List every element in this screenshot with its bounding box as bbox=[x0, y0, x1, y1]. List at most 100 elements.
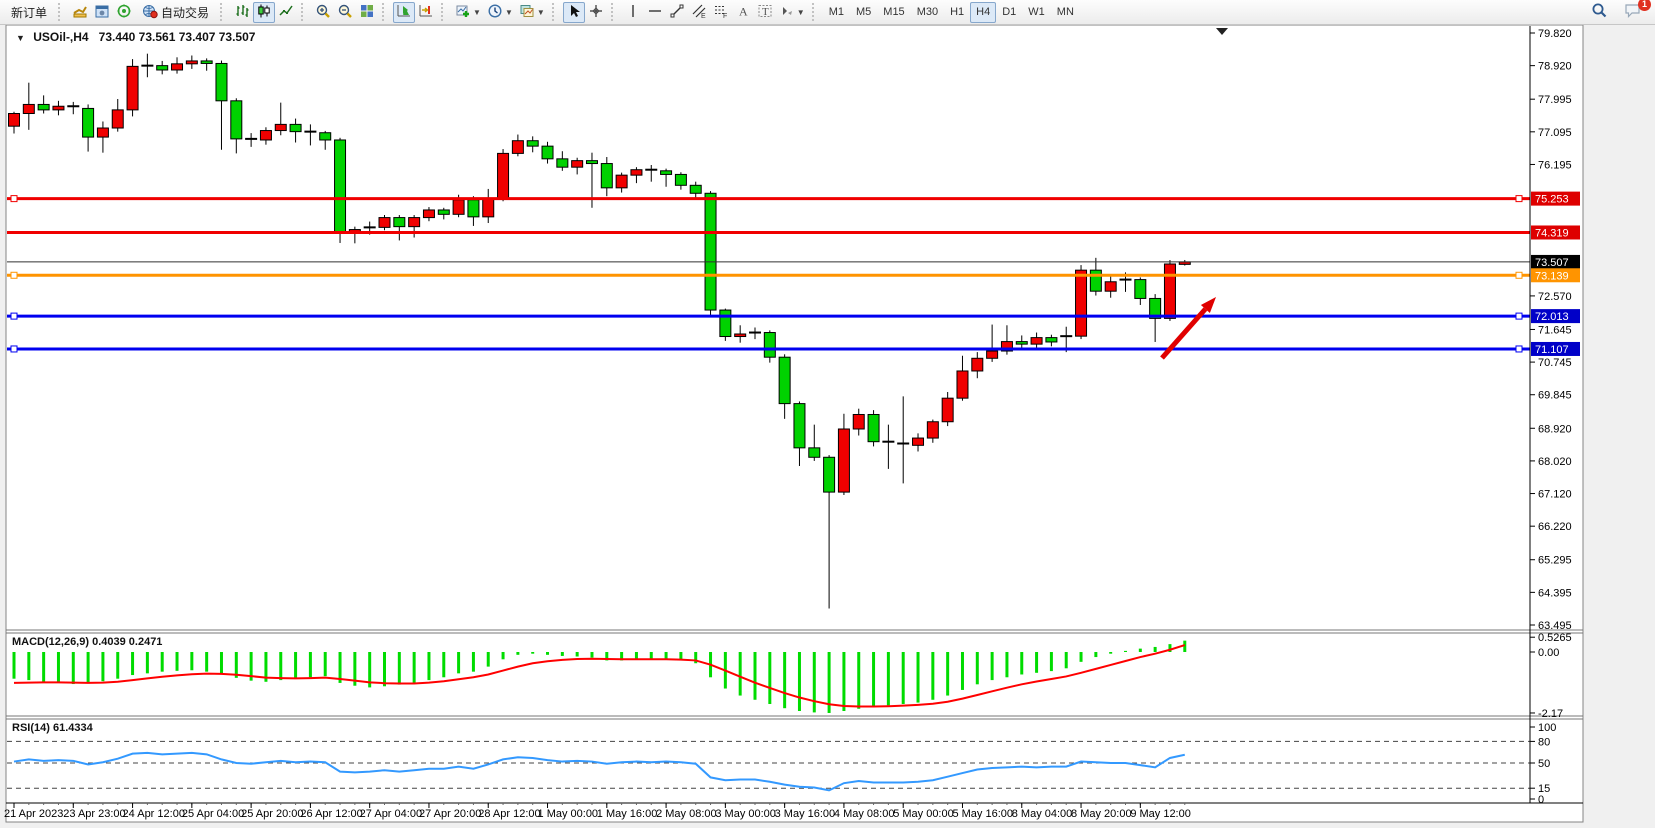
chart-shift-marker[interactable] bbox=[1216, 28, 1228, 35]
candle-body bbox=[52, 105, 65, 111]
text-button[interactable]: A bbox=[732, 2, 754, 23]
market-watch-icon bbox=[72, 3, 88, 22]
auto-scroll-button[interactable] bbox=[393, 1, 416, 23]
line-handle[interactable] bbox=[1515, 195, 1523, 203]
candle-body bbox=[1000, 341, 1013, 352]
line-handle[interactable] bbox=[1515, 345, 1523, 353]
notification-count-badge: 1 bbox=[1638, 0, 1651, 11]
line-handle[interactable] bbox=[1515, 271, 1523, 279]
tab-m5[interactable]: M5 bbox=[856, 6, 872, 18]
search-icon bbox=[1591, 2, 1608, 22]
line-handle[interactable] bbox=[1515, 312, 1523, 320]
time-axis-label: 8 May 04:00 bbox=[1012, 808, 1073, 820]
candle-body bbox=[615, 174, 628, 189]
arrows-button[interactable]: ▼ bbox=[776, 2, 808, 23]
text-label-button[interactable]: T bbox=[754, 2, 776, 23]
time-axis-label: 2 May 08:00 bbox=[656, 808, 717, 820]
candle-body bbox=[956, 370, 969, 399]
candle-body bbox=[274, 123, 287, 132]
candle-body bbox=[778, 356, 791, 405]
zoom-in-button[interactable] bbox=[312, 2, 334, 23]
horizontal-line-button[interactable] bbox=[644, 2, 666, 23]
time-axis-label: 28 Apr 12:00 bbox=[478, 808, 540, 820]
candle-body bbox=[556, 158, 569, 168]
toolbar-gripper bbox=[301, 3, 308, 21]
tab-h4[interactable]: H4 bbox=[970, 1, 997, 23]
indicators-button[interactable]: ▼ bbox=[452, 2, 484, 23]
bar-chart-button[interactable] bbox=[231, 2, 253, 23]
tab-m15[interactable]: M15 bbox=[883, 6, 905, 18]
zoom-out-button[interactable] bbox=[334, 2, 356, 23]
search-button[interactable] bbox=[1588, 2, 1611, 23]
data-window-button[interactable] bbox=[91, 2, 113, 23]
collapse-triangle-icon[interactable]: ▼ bbox=[16, 33, 25, 43]
templates-button[interactable]: ▼ bbox=[516, 2, 548, 23]
cursor-button[interactable] bbox=[562, 1, 585, 23]
navigator-icon bbox=[116, 3, 132, 22]
tab-w1[interactable]: W1 bbox=[1028, 6, 1045, 18]
chart-shift-button[interactable] bbox=[415, 2, 437, 23]
candle-body bbox=[230, 100, 243, 140]
line-handle[interactable] bbox=[10, 345, 18, 353]
candle-body bbox=[422, 209, 435, 219]
tab-m1[interactable]: M1 bbox=[828, 6, 844, 18]
chart-shift-icon bbox=[418, 3, 434, 22]
candle-body bbox=[334, 139, 347, 234]
fibonacci-button[interactable]: F bbox=[710, 2, 732, 23]
rsi-axis-label: 0 bbox=[1538, 794, 1544, 806]
auto-scroll-icon bbox=[396, 3, 412, 22]
tab-mn[interactable]: MN bbox=[1056, 6, 1074, 18]
candle-body bbox=[378, 217, 391, 228]
price-axis-label: 68.020 bbox=[1538, 456, 1572, 468]
annotation-arrow-head[interactable] bbox=[1200, 297, 1216, 313]
svg-text:F: F bbox=[723, 13, 727, 19]
market-watch-button[interactable] bbox=[69, 2, 91, 23]
notifications-button[interactable]: 1 bbox=[1621, 0, 1651, 23]
dropdown-caret-icon: ▼ bbox=[796, 7, 805, 17]
tab-h1[interactable]: H1 bbox=[950, 6, 965, 18]
candle-body bbox=[837, 428, 850, 493]
line-handle[interactable] bbox=[10, 271, 18, 279]
svg-text:A: A bbox=[739, 4, 748, 18]
rsi-axis-label: 15 bbox=[1538, 783, 1550, 795]
candle-body bbox=[156, 65, 169, 71]
cursor-icon bbox=[566, 3, 582, 22]
candlestick-chart-button[interactable] bbox=[253, 1, 276, 23]
price-axis-label: 78.920 bbox=[1538, 61, 1572, 73]
line-chart-icon bbox=[278, 3, 294, 22]
autotrading-button[interactable]: 自动交易 bbox=[135, 2, 216, 23]
candle-body bbox=[511, 140, 524, 154]
candle-body bbox=[1134, 279, 1147, 299]
price-axis-label: 68.920 bbox=[1538, 423, 1572, 435]
tab-d1[interactable]: D1 bbox=[1002, 6, 1017, 18]
candle-body bbox=[912, 437, 925, 446]
line-handle[interactable] bbox=[10, 195, 18, 203]
vertical-line-button[interactable] bbox=[622, 2, 644, 23]
toolbar-gripper bbox=[220, 3, 227, 21]
crosshair-button[interactable] bbox=[585, 2, 607, 23]
candle-body bbox=[823, 456, 836, 493]
price-axis-label: 69.845 bbox=[1538, 390, 1572, 402]
new-order-button[interactable]: 新订单 bbox=[4, 2, 54, 23]
toolbar-gripper bbox=[382, 3, 389, 21]
periods-button[interactable]: ▼ bbox=[484, 2, 516, 23]
price-line-badge-value: 74.319 bbox=[1535, 227, 1569, 239]
candlestick-chart-icon bbox=[256, 3, 272, 22]
candle-body bbox=[630, 169, 643, 176]
macd-axis-label: 0.00 bbox=[1538, 647, 1559, 659]
candle-body bbox=[793, 403, 806, 449]
navigator-button[interactable] bbox=[113, 2, 135, 23]
toolbar: 新订单 自动交易 bbox=[0, 0, 1655, 25]
line-chart-button[interactable] bbox=[275, 2, 297, 23]
trend-line-button[interactable] bbox=[666, 2, 688, 23]
candle-doji bbox=[882, 440, 895, 443]
annotation-arrow-shaft[interactable] bbox=[1160, 307, 1208, 360]
equidistant-channel-button[interactable]: E bbox=[688, 2, 710, 23]
toolbar-gripper bbox=[441, 3, 448, 21]
line-handle[interactable] bbox=[10, 312, 18, 320]
tile-windows-icon bbox=[359, 3, 375, 22]
text-icon: A bbox=[735, 3, 751, 22]
tab-m30[interactable]: M30 bbox=[916, 6, 939, 18]
tile-windows-button[interactable] bbox=[356, 2, 378, 23]
